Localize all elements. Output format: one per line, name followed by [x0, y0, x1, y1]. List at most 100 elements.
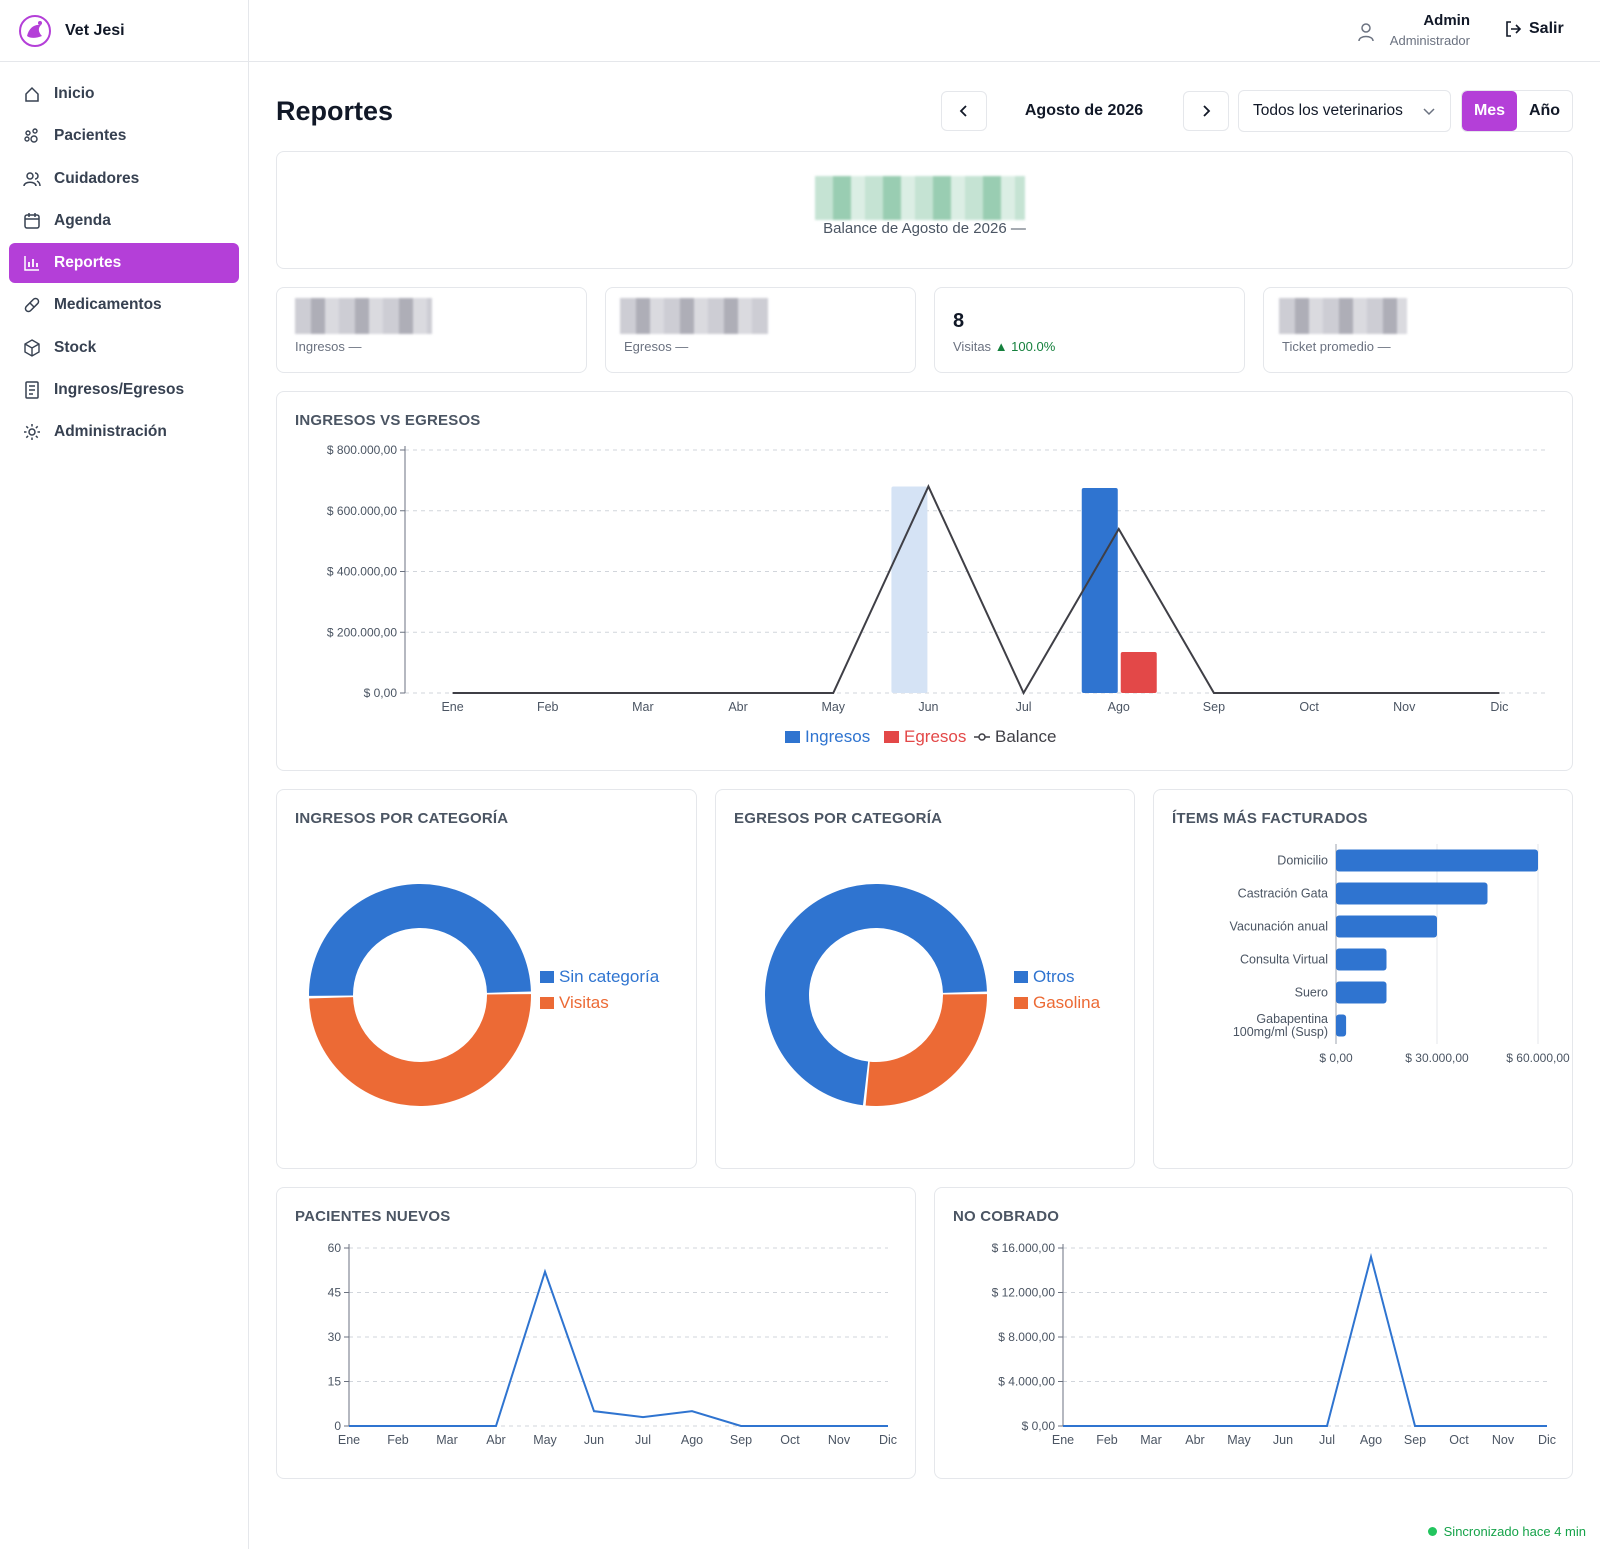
legend-swatch — [1014, 997, 1028, 1009]
sidebar-item-stock[interactable]: Stock — [9, 328, 239, 368]
y-tick-label: $ 8.000,00 — [998, 1330, 1055, 1344]
chevron-down-icon — [1423, 108, 1435, 116]
legend-label: Sin categoría — [559, 967, 660, 986]
no-cobrado-card: NO COBRADO $ 0,00 $ 4.000,00 $ 8.000,00 $ 1… — [934, 1187, 1573, 1479]
item-label: Suero — [1295, 986, 1328, 1000]
ingresos-categoria-chart: Sin categoría Visitas — [309, 883, 660, 1107]
ingresos-vs-egresos-chart: $ 0,00 $ 200.000,00 $ 400.000,00 $ 600.000,… — [327, 443, 1547, 746]
egresos-categoria-chart: Otros Gasolina — [765, 884, 1101, 1106]
logout-button[interactable]: Salir — [1504, 20, 1564, 38]
sidebar-item-label: Medicamentos — [54, 296, 162, 314]
x-tick-label: Feb — [537, 700, 559, 714]
legend-egresos-swatch — [884, 731, 899, 743]
no-cobrado-chart: $ 0,00 $ 4.000,00 $ 8.000,00 $ 12.000,00 $ 1… — [992, 1241, 1556, 1447]
item-label: Domicilio — [1277, 854, 1328, 868]
line-series — [1063, 1252, 1547, 1427]
sidebar-item-reportes[interactable]: Reportes — [9, 243, 239, 284]
mode-year-button[interactable]: Año — [1528, 102, 1561, 119]
brand[interactable]: Vet Jesi — [0, 0, 248, 62]
y-tick-label: $ 0,00 — [1022, 1419, 1056, 1433]
y-tick-label: 0 — [334, 1419, 341, 1433]
pacientes-nuevos-title: PACIENTES NUEVOS — [295, 1208, 451, 1225]
x-tick-label: Sep — [1203, 700, 1225, 714]
balance-label: Balance de Agosto de 2026 — — [823, 220, 1026, 237]
sync-label: Sincronizado hace 4 min — [1443, 1524, 1586, 1539]
item-label: 100mg/ml (Susp) — [1233, 1025, 1328, 1039]
x-tick-label: Jul — [1319, 1433, 1335, 1447]
ingresos-value-redacted — [295, 298, 432, 334]
x-tick-label: Nov — [828, 1433, 851, 1447]
sidebar-item-label: Reportes — [54, 254, 122, 272]
x-tick-label: Ene — [441, 700, 463, 714]
sidebar-item-ingresos-egresos[interactable]: Ingresos/Egresos — [9, 370, 239, 410]
balance-card: Balance de Agosto de 2026 — — [276, 151, 1573, 269]
ingresos-vs-egresos-card: INGRESOS VS EGRESOS $ 0,00 $ 200.000,00 $ … — [276, 391, 1573, 771]
kpi-visitas-value: 8 — [953, 310, 965, 332]
legend-swatch — [540, 971, 554, 983]
x-tick-label: Dic — [1490, 700, 1508, 714]
x-tick-label: Dic — [879, 1433, 897, 1447]
mode-month-button[interactable]: Mes — [1462, 91, 1517, 131]
pie-slice — [309, 994, 531, 1107]
x-tick-label: Jun — [1273, 1433, 1293, 1447]
sidebar-item-label: Inicio — [54, 85, 95, 102]
x-tick-label: Jun — [584, 1433, 604, 1447]
x-tick-label: Oct — [780, 1433, 800, 1447]
x-tick-label: Jul — [635, 1433, 651, 1447]
y-tick-label: $ 12.000,00 — [992, 1286, 1056, 1300]
egresos-categoria-title: EGRESOS POR CATEGORÍA — [734, 810, 943, 827]
items-facturados-card: ÍTEMS MÁS FACTURADOS $ 0,00 $ 30.000,00 $ … — [1153, 789, 1573, 1169]
pill-icon — [23, 296, 41, 314]
gear-icon — [23, 423, 41, 441]
line-series — [349, 1268, 888, 1427]
kpi-visitas-delta: ▲ 100.0% — [994, 339, 1056, 354]
sidebar-item-label: Ingresos/Egresos — [54, 381, 185, 399]
period-label: Agosto de 2026 — [1024, 102, 1144, 119]
vet-filter-select[interactable]: Todos los veterinarios — [1238, 90, 1451, 132]
x-tick-label: Feb — [1096, 1433, 1118, 1447]
sidebar-item-inicio[interactable]: Inicio — [9, 74, 239, 114]
kpi-egresos-card: Egresos — — [605, 287, 916, 373]
item-label: Consulta Virtual — [1240, 953, 1328, 967]
egresos-value-redacted — [620, 298, 768, 334]
sidebar-nav: Inicio Pacientes Cuidadores Agenda Reportes M… — [0, 62, 248, 452]
sidebar-item-agenda[interactable]: Agenda — [9, 201, 239, 241]
ingresos-categoria-card: INGRESOS POR CATEGORÍA Sin categoría Visi… — [276, 789, 697, 1169]
legend-swatch — [540, 997, 554, 1009]
x-tick-label: Ene — [338, 1433, 360, 1447]
next-period-button[interactable] — [1183, 91, 1229, 131]
legend-label: Otros — [1033, 967, 1075, 986]
pacientes-nuevos-chart: 0 15 30 45 60 Ene Feb Mar Abr May Jun Jul Ago Sep Oct N… — [328, 1241, 897, 1447]
bar-egresos — [1120, 651, 1157, 693]
prev-period-button[interactable] — [941, 91, 987, 131]
user-role: Administrador — [1389, 33, 1470, 48]
sidebar-item-cuidadores[interactable]: Cuidadores — [9, 159, 239, 199]
kpi-ticket-card: Ticket promedio — — [1263, 287, 1573, 373]
x-tick-label: Mar — [632, 700, 654, 714]
y-tick-label: $ 400.000,00 — [327, 565, 397, 579]
x-tick-label: Mar — [1140, 1433, 1162, 1447]
sidebar-item-medicamentos[interactable]: Medicamentos — [9, 285, 239, 325]
ticket-value-redacted — [1279, 298, 1407, 334]
y-tick-label: $ 200.000,00 — [327, 625, 397, 639]
y-tick-label: 60 — [328, 1241, 342, 1255]
bar-item — [1336, 882, 1488, 905]
item-label: Castración Gata — [1238, 887, 1328, 901]
x-tick-label: Mar — [436, 1433, 458, 1447]
sidebar-item-pacientes[interactable]: Pacientes — [9, 116, 239, 156]
x-tick-label: May — [533, 1433, 557, 1447]
user-icon — [1358, 23, 1374, 42]
paw-icon — [23, 127, 41, 145]
items-facturados-chart: $ 0,00 $ 30.000,00 $ 60.000,00 Domicilio Cas… — [1230, 844, 1570, 1065]
x-tick-label: Ago — [681, 1433, 703, 1447]
sidebar-item-label: Stock — [54, 338, 97, 356]
logo-icon — [19, 14, 51, 47]
sidebar-item-administraci-n[interactable]: Administración — [9, 412, 239, 452]
x-tick-label: Jun — [918, 700, 938, 714]
sidebar: Vet Jesi Inicio Pacientes Cuidadores Agenda… — [0, 0, 249, 1549]
kpi-visitas-label: Visitas — [953, 339, 992, 354]
bar-item — [1336, 1014, 1347, 1037]
vet-filter-value: Todos los veterinarios — [1253, 102, 1403, 119]
ingresos-vs-egresos-title: INGRESOS VS EGRESOS — [295, 412, 481, 429]
y-tick-label: $ 4.000,00 — [998, 1375, 1055, 1389]
